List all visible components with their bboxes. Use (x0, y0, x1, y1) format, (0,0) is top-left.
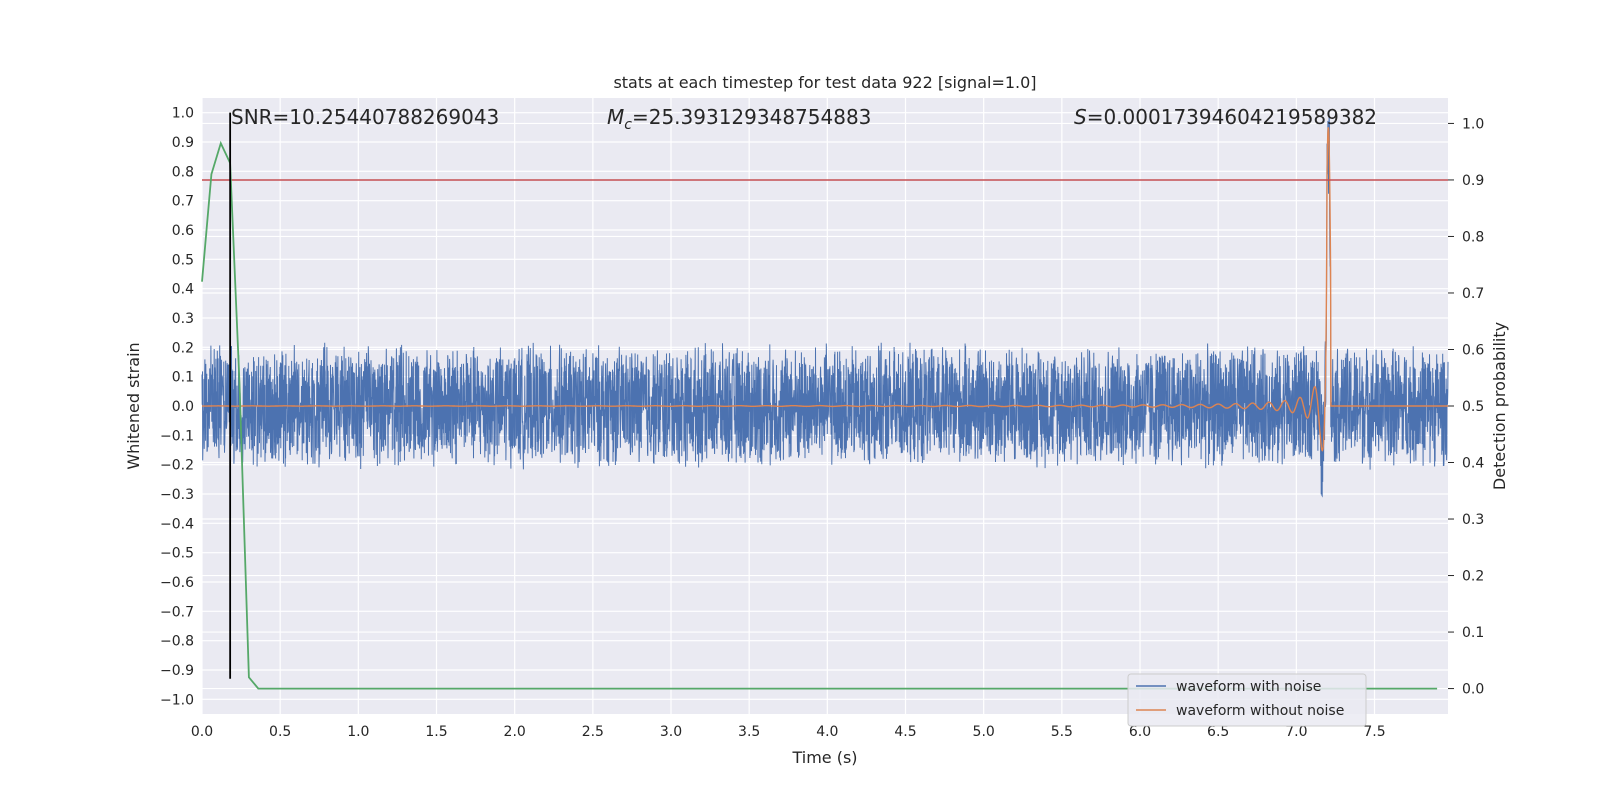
x-tick-label: 1.5 (425, 724, 447, 740)
x-tick-label: 4.0 (816, 724, 838, 740)
detection-probability-line (201, 140, 1438, 690)
y-tick-label: −0.5 (160, 546, 194, 562)
legend: waveform with noise waveform without noi… (1127, 673, 1367, 727)
y2-tick-label: 0.5 (1462, 399, 1484, 415)
y-axis-label: Whitened strain (124, 342, 143, 469)
s-statistic-symbol: S (1074, 105, 1087, 129)
y2-axis-label: Detection probability (1490, 322, 1509, 490)
x-tick-label: 5.0 (973, 724, 995, 740)
y-tick-label: −0.2 (160, 458, 194, 474)
chirp-mass-annotation: Mc=25.393129348754883 (607, 105, 871, 133)
waveform-without-noise-line (202, 127, 1448, 452)
x-axis-label: Time (s) (791, 748, 857, 767)
y-tick-label: 0.7 (172, 194, 194, 210)
waveform-with-noise-line (201, 117, 1449, 498)
x-tick-label: 1.0 (347, 724, 369, 740)
y2-tick-label: 0.6 (1462, 342, 1484, 358)
x-tick-label: 2.5 (582, 724, 604, 740)
x-tick-label: 0.0 (191, 724, 213, 740)
y2-tick-label: 0.9 (1462, 173, 1484, 189)
tick-labels: 0.0 0.5 1.0 1.5 2.0 2.5 3.0 3.5 4.0 4.5 5.0 5.5 6.0 6… (160, 106, 1484, 740)
y-tick-label: 0.0 (172, 399, 194, 415)
y-tick-label: 0.8 (172, 164, 194, 180)
chirp-mass-value: =25.393129348754883 (632, 105, 871, 129)
x-tick-label: 6.5 (1207, 724, 1229, 740)
y-tick-label: 0.2 (172, 340, 194, 356)
x-tick-label: 7.5 (1363, 724, 1385, 740)
chirp-mass-subscript: c (624, 117, 632, 133)
y-tick-label: 0.9 (172, 135, 194, 151)
x-tick-label: 2.0 (504, 724, 526, 740)
y2-tick-label: 0.4 (1462, 456, 1484, 472)
chart-title: stats at each timestep for test data 922… (613, 73, 1036, 92)
x-tick-label: 4.5 (894, 724, 916, 740)
y2-tick-label: 0.0 (1462, 682, 1484, 698)
chirp-mass-symbol: M (607, 105, 624, 129)
y-tick-label: 0.5 (172, 252, 194, 268)
y2-tick-label: 0.1 (1462, 625, 1484, 641)
y2-tick-label: 0.8 (1462, 229, 1484, 245)
x-tick-label: 3.5 (738, 724, 760, 740)
x-tick-label: 3.0 (660, 724, 682, 740)
legend-box (1127, 673, 1367, 727)
s-statistic-value: =0.00017394604219589382 (1087, 105, 1377, 129)
legend-label-noise: waveform with noise (1176, 679, 1321, 695)
legend-label-clean: waveform without noise (1176, 703, 1344, 719)
y2-tick-label: 0.7 (1462, 286, 1484, 302)
x-tick-label: 6.0 (1129, 724, 1151, 740)
y2-tick-label: 1.0 (1462, 116, 1484, 132)
y-tick-label: 0.4 (172, 282, 194, 298)
x-tick-label: 5.5 (1051, 724, 1073, 740)
y-tick-label: 0.3 (172, 311, 194, 327)
y-tick-label: −0.8 (160, 634, 194, 650)
y-tick-label: −0.6 (160, 575, 194, 591)
y-tick-label: −0.7 (160, 604, 194, 620)
series-layer (201, 112, 1449, 690)
y-tick-label: −0.4 (160, 516, 194, 532)
snr-annotation: SNR=10.25440788269043 (231, 105, 499, 129)
y-tick-label: −0.1 (160, 428, 194, 444)
y-tick-label: 0.1 (172, 370, 194, 386)
x-tick-label: 7.0 (1285, 724, 1307, 740)
y-tick-label: 1.0 (172, 106, 194, 122)
y2-tick-label: 0.2 (1462, 569, 1484, 585)
y2-tick-label: 0.3 (1462, 512, 1484, 528)
s-statistic-annotation: S=0.00017394604219589382 (1074, 105, 1377, 129)
x-tick-label: 0.5 (269, 724, 291, 740)
y-tick-label: −1.0 (160, 692, 194, 708)
y-tick-label: −0.3 (160, 487, 194, 503)
y-tick-label: 0.6 (172, 223, 194, 239)
y-tick-label: −0.9 (160, 663, 194, 679)
